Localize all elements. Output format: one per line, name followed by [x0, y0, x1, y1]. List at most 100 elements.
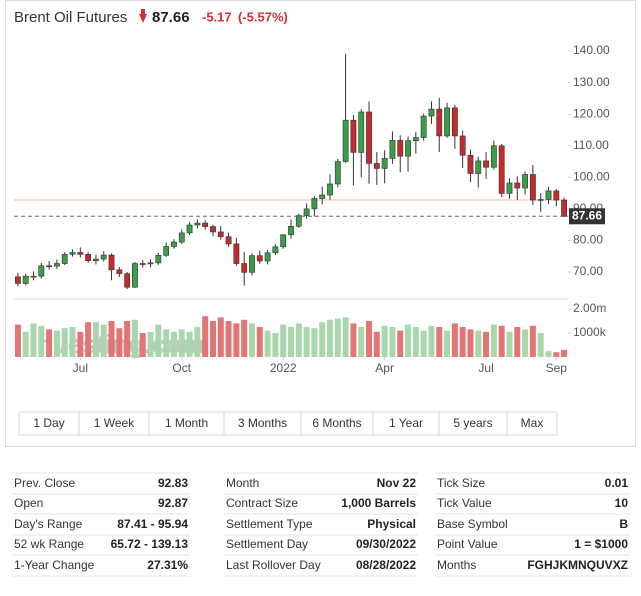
volume-bar: [545, 351, 552, 357]
range-button-label[interactable]: 6 Months: [312, 416, 361, 430]
y-tick-label: 70.00: [573, 264, 603, 278]
candle-body: [186, 224, 193, 234]
volume-bar: [303, 327, 310, 357]
volume-bar: [46, 329, 53, 357]
volume-bar: [350, 323, 357, 357]
volume-bar: [38, 325, 45, 357]
candle-body: [311, 198, 318, 210]
stat-value: 10: [615, 496, 629, 510]
volume-bar: [288, 327, 294, 357]
volume-bar: [225, 321, 232, 357]
volume-bar: [444, 330, 451, 357]
stat-label: Open: [14, 496, 43, 510]
range-button-label[interactable]: Max: [521, 416, 544, 430]
volume-bar: [405, 324, 412, 357]
volume-bar: [420, 330, 427, 357]
volume-bar: [248, 323, 255, 357]
stat-label: Last Rollover Day: [226, 558, 321, 572]
volume-bar: [139, 333, 146, 357]
volume-bar: [202, 316, 209, 357]
range-button[interactable]: [506, 411, 558, 436]
volume-bar: [459, 327, 466, 357]
candle-body: [178, 232, 185, 243]
candle-body: [280, 234, 287, 248]
candle-body: [241, 263, 248, 273]
range-button-label[interactable]: 1 Month: [165, 416, 208, 430]
stat-value: 92.83: [158, 476, 188, 490]
y-tick-label: 130.00: [573, 75, 610, 89]
volume-bar: [483, 331, 490, 357]
down-arrow-stem: [141, 9, 145, 15]
stat-value: 09/30/2022: [356, 537, 416, 551]
candle-body: [249, 255, 255, 273]
y-tick-label: 140.00: [573, 43, 610, 57]
volume-bar: [147, 331, 154, 357]
change: -5.17: [202, 9, 232, 24]
stat-value: 08/28/2022: [356, 558, 416, 572]
candle-body: [420, 115, 427, 138]
stat-label: Contract Size: [226, 496, 298, 510]
volume-bar: [209, 321, 216, 357]
candle-body: [15, 276, 21, 284]
candle-body: [163, 246, 170, 256]
candle-body: [61, 254, 68, 264]
candle-body: [171, 241, 177, 247]
volume-bar: [319, 322, 326, 357]
stat-value: 1 = $1000: [574, 537, 628, 551]
candle-body: [334, 161, 341, 185]
volume-bar: [53, 330, 60, 357]
candle-body: [85, 254, 92, 261]
candle-body: [295, 215, 302, 227]
candle-body: [217, 231, 224, 237]
candle-body: [451, 107, 458, 137]
stat-value: 87.41 - 95.94: [117, 517, 188, 531]
volume-bar: [373, 331, 380, 357]
candle-body: [132, 263, 138, 288]
volume-bar: [514, 327, 521, 357]
last-price-label: 87.66: [572, 208, 602, 222]
volume-bar: [342, 317, 349, 357]
volume-bar: [561, 349, 568, 357]
candle-body: [124, 273, 131, 288]
x-tick-label: Sep: [546, 361, 568, 375]
volume-bar: [412, 327, 419, 357]
y-tick-label: 120.00: [573, 106, 610, 120]
x-tick-label: Jul: [73, 361, 88, 375]
x-tick-label: 2022: [270, 361, 297, 375]
candle-body: [147, 262, 154, 265]
stat-value: Nov 22: [377, 476, 417, 490]
stat-value: FGHJKMNQUVXZ: [527, 558, 628, 572]
volume-bar: [327, 319, 334, 357]
candle-body: [54, 263, 60, 267]
volume-tick-label: 1000k: [573, 325, 607, 339]
down-arrow: [139, 14, 147, 23]
range-button-label[interactable]: 1 Day: [33, 416, 64, 430]
volume-bar: [186, 331, 193, 357]
volume-bar: [537, 333, 544, 357]
volume-bar: [124, 321, 131, 357]
candle-body: [522, 174, 528, 189]
x-tick-label: Jul: [478, 361, 493, 375]
instrument-title: Brent Oil Futures: [14, 9, 127, 26]
candle-body: [327, 183, 333, 196]
stat-label: Months: [437, 558, 476, 572]
stat-label: Base Symbol: [437, 517, 508, 531]
candle-body: [264, 252, 271, 262]
range-button-label[interactable]: 1 Week: [94, 416, 135, 430]
stat-value: 27.31%: [147, 558, 188, 572]
volume-bar: [553, 352, 560, 357]
range-button-label[interactable]: 5 years: [453, 416, 492, 430]
volume-bar: [194, 327, 201, 357]
candle-body: [116, 269, 123, 274]
volume-bar: [467, 329, 474, 357]
candle-body: [428, 108, 435, 117]
volume-bar: [69, 327, 76, 357]
volume-bar: [280, 324, 287, 357]
candle-body: [38, 265, 45, 277]
candle-body: [342, 119, 349, 162]
volume-bar: [381, 325, 388, 357]
range-button-label[interactable]: 3 Months: [238, 416, 287, 430]
range-button-label[interactable]: 1 Year: [389, 416, 423, 430]
volume-bar: [178, 329, 185, 357]
